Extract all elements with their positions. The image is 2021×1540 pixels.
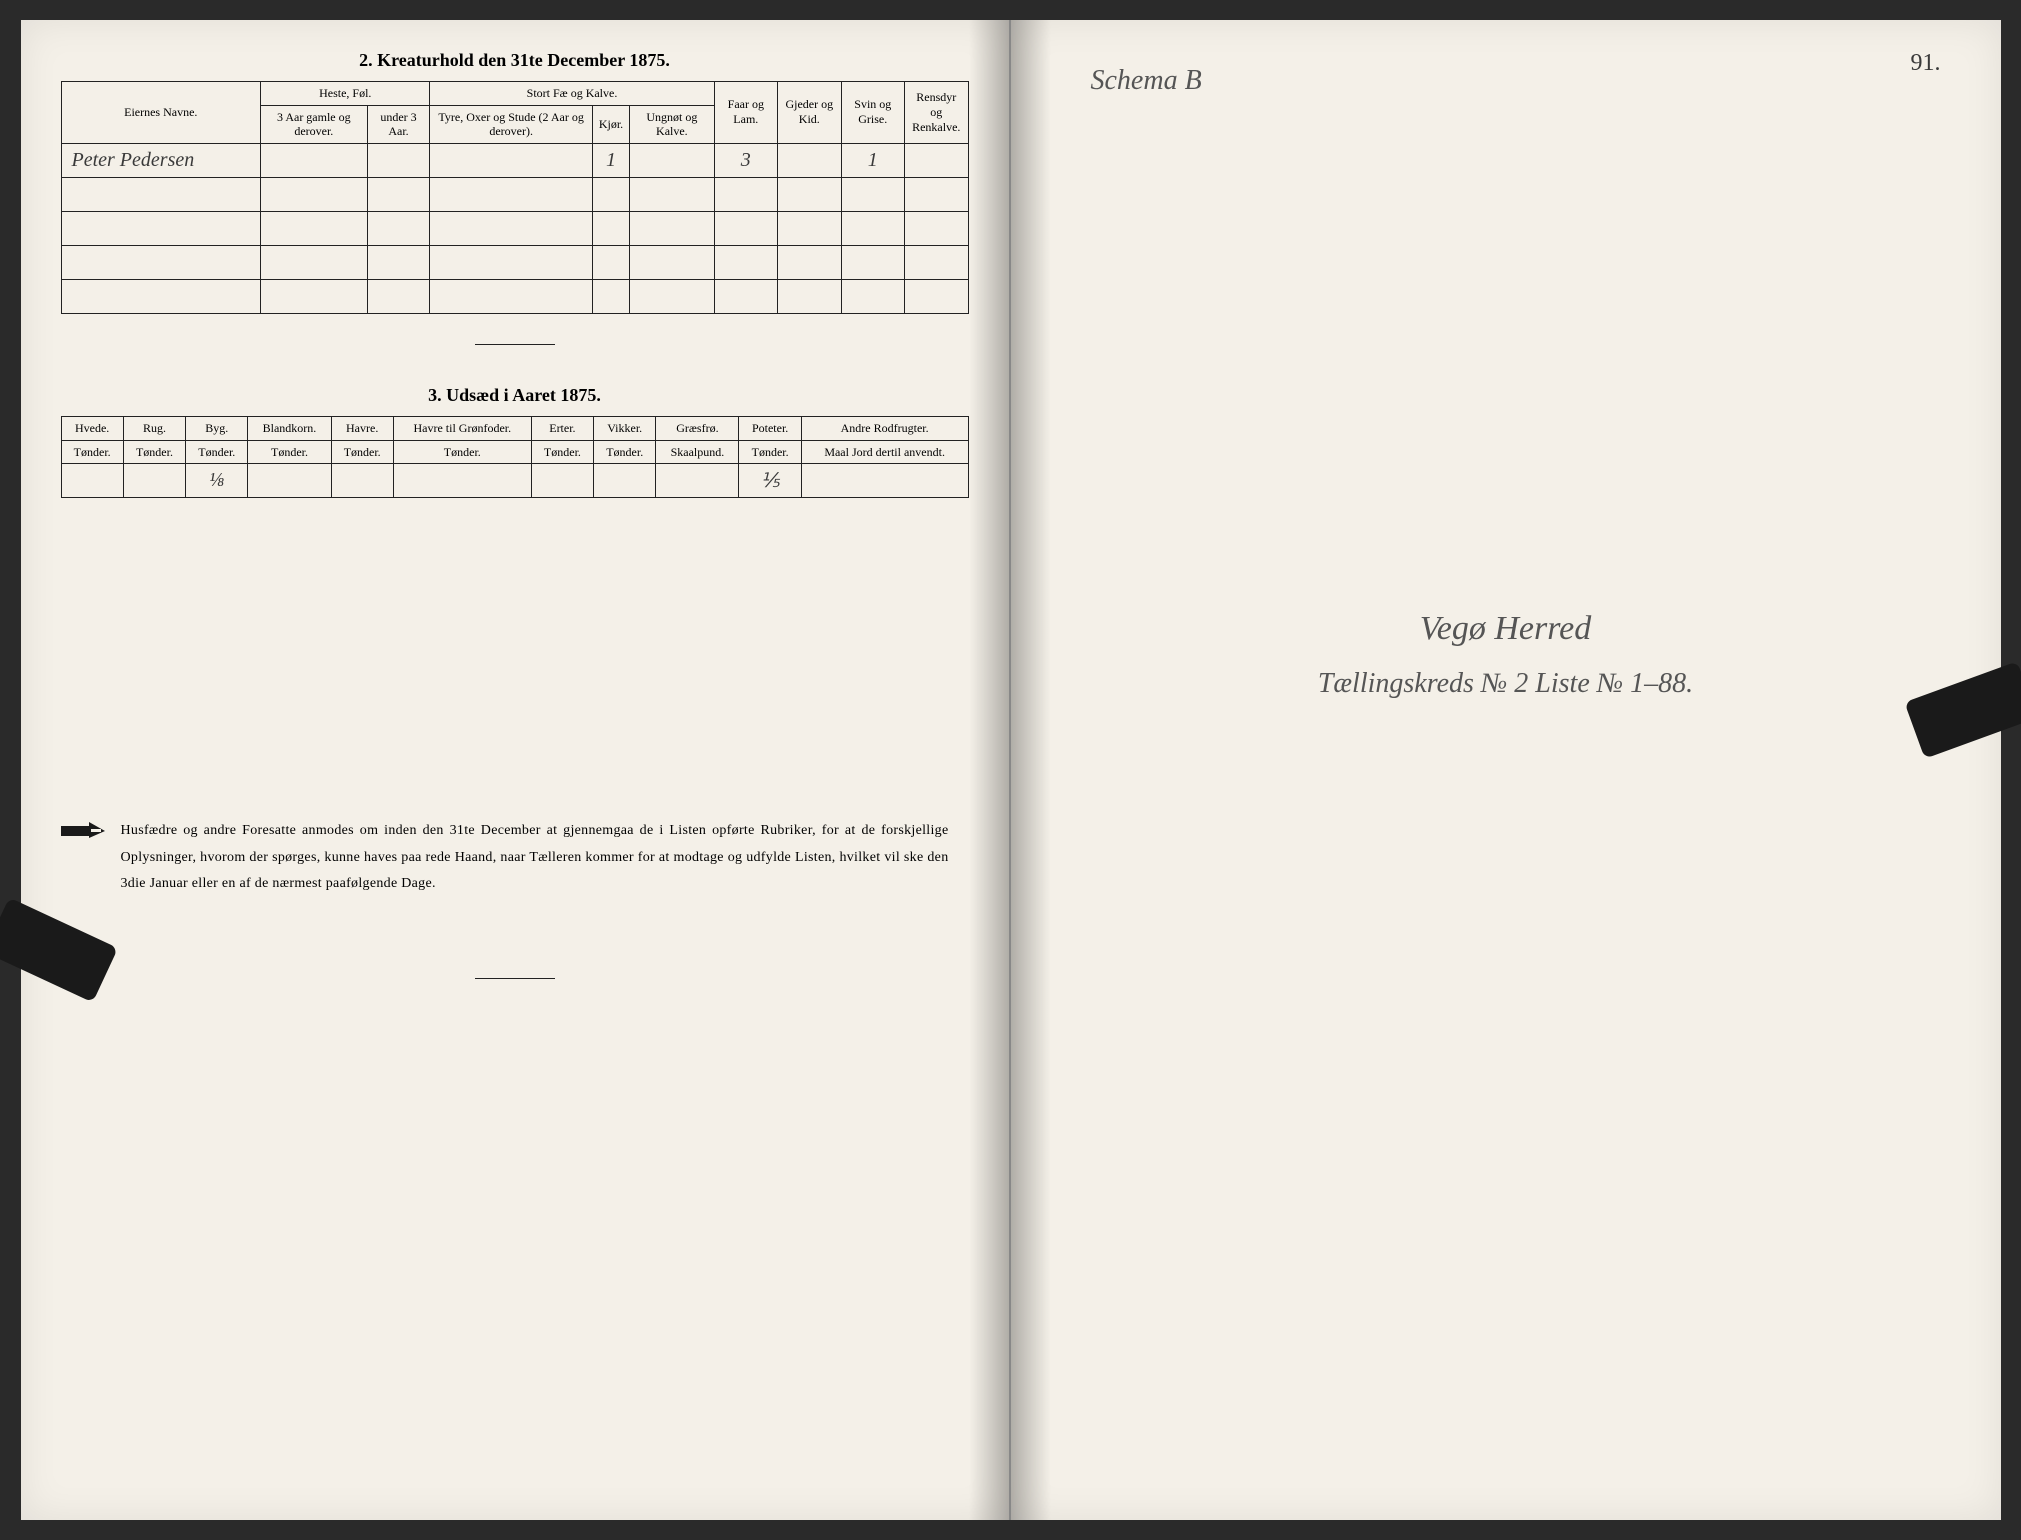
th-under3: under 3 Aar. — [367, 106, 430, 144]
livestock-table: Eiernes Navne. Heste, Føl. Stort Fæ og K… — [61, 81, 969, 314]
left-page: 2. Kreaturhold den 31te December 1875. E… — [21, 20, 1011, 1520]
th-unit: Tønder. — [531, 440, 593, 463]
th-unit: Tønder. — [594, 440, 656, 463]
th-erter: Erter. — [531, 416, 593, 440]
herred-name: Vegø Herred — [1060, 610, 1951, 648]
th-andre: Andre Rodfrugter. — [801, 416, 968, 440]
th-svin: Svin og Grise. — [841, 82, 904, 144]
th-faar: Faar og Lam. — [714, 82, 777, 144]
cell-faar: 3 — [714, 143, 777, 177]
right-page: 91. Schema B Vegø Herred Tællingskreds №… — [1011, 20, 2001, 1520]
th-graesfro: Græsfrø. — [656, 416, 739, 440]
th-blandkorn: Blandkorn. — [248, 416, 331, 440]
th-poteter: Poteter. — [739, 416, 801, 440]
th-rensdyr: Rensdyr og Renkalve. — [905, 82, 968, 144]
th-vikker: Vikker. — [594, 416, 656, 440]
pointing-hand-icon — [61, 820, 106, 840]
cell-kjor: 1 — [592, 143, 629, 177]
table-row: Peter Pedersen 1 3 1 — [61, 143, 968, 177]
th-unit: Tønder. — [61, 440, 123, 463]
title-block: Vegø Herred Tællingskreds № 2 Liste № 1–… — [1060, 590, 1951, 720]
th-heste: Heste, Føl. — [261, 82, 430, 106]
th-byg: Byg. — [186, 416, 248, 440]
th-havre: Havre. — [331, 416, 393, 440]
footnote-block: Husfædre og andre Foresatte anmodes om i… — [61, 818, 969, 898]
table-row: ⅛ ⅕ — [61, 464, 968, 498]
th-hvede: Hvede. — [61, 416, 123, 440]
th-unit: Tønder. — [248, 440, 331, 463]
th-unit: Tønder. — [739, 440, 801, 463]
th-3aar: 3 Aar gamle og derover. — [261, 106, 368, 144]
th-unit: Tønder. — [331, 440, 393, 463]
footnote-text: Husfædre og andre Foresatte anmodes om i… — [121, 823, 949, 891]
page-number: 91. — [1911, 50, 1941, 77]
th-unit: Skaalpund. — [656, 440, 739, 463]
cell-poteter: ⅕ — [739, 464, 801, 498]
divider — [475, 978, 555, 979]
th-rug: Rug. — [123, 416, 185, 440]
schema-label: Schema B — [1091, 65, 1202, 97]
th-unit: Tønder. — [123, 440, 185, 463]
book-clip-left — [0, 897, 118, 1002]
book-spread: 2. Kreaturhold den 31te December 1875. E… — [21, 20, 2001, 1520]
th-unit: Tønder. — [186, 440, 248, 463]
table-row — [61, 211, 968, 245]
table-row — [61, 177, 968, 211]
th-unit: Tønder. — [393, 440, 531, 463]
section3-title: 3. Udsæd i Aaret 1875. — [61, 385, 969, 406]
th-gjeder: Gjeder og Kid. — [778, 82, 841, 144]
th-tyre: Tyre, Oxer og Stude (2 Aar og derover). — [430, 106, 592, 144]
th-stort-fae: Stort Fæ og Kalve. — [430, 82, 714, 106]
th-eiernes-navne: Eiernes Navne. — [61, 82, 261, 144]
table-row — [61, 245, 968, 279]
cell-name: Peter Pedersen — [61, 143, 261, 177]
th-havre-gron: Havre til Grønfoder. — [393, 416, 531, 440]
cell-svin: 1 — [841, 143, 904, 177]
table-row — [61, 279, 968, 313]
th-unit: Maal Jord dertil anvendt. — [801, 440, 968, 463]
th-kjor: Kjør. — [592, 106, 629, 144]
seed-table: Hvede. Rug. Byg. Blandkorn. Havre. Havre… — [61, 416, 969, 498]
th-ungnot: Ungnøt og Kalve. — [630, 106, 714, 144]
section2-title: 2. Kreaturhold den 31te December 1875. — [61, 50, 969, 71]
cell-byg: ⅛ — [186, 464, 248, 498]
kreds-line: Tællingskreds № 2 Liste № 1–88. — [1060, 668, 1951, 700]
divider — [475, 344, 555, 345]
